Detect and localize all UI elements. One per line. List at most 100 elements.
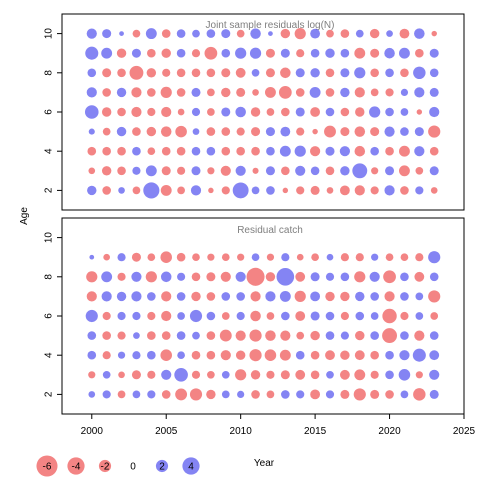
residual-bubble <box>429 350 440 361</box>
residual-bubble <box>177 166 186 175</box>
residual-bubble <box>132 29 141 38</box>
residual-bubble <box>161 369 172 380</box>
residual-bubble <box>206 127 216 136</box>
residual-bubble <box>88 128 95 135</box>
residual-bubble <box>101 107 112 117</box>
residual-bubble <box>415 371 423 379</box>
residual-bubble <box>132 166 141 175</box>
residual-bubble <box>310 330 320 341</box>
residual-bubble <box>176 292 186 301</box>
residual-bubble <box>295 88 305 97</box>
residual-bubble <box>429 87 439 97</box>
y-tick-label: 6 <box>44 313 55 319</box>
residual-bubble <box>354 87 365 98</box>
residual-bubble <box>250 370 261 380</box>
residual-bubble <box>400 311 409 321</box>
residual-bubble <box>355 291 365 302</box>
residual-bubble <box>117 311 126 321</box>
residual-bubble <box>160 271 172 283</box>
residual-bubble <box>221 312 230 320</box>
residual-bubble <box>161 146 171 156</box>
residual-bubble <box>102 390 111 399</box>
legend-label: 2 <box>159 462 165 473</box>
residual-bubble <box>177 312 185 320</box>
residual-bubble <box>400 253 409 262</box>
residual-bubble <box>132 127 141 136</box>
residual-bubble <box>415 312 424 320</box>
residual-bubble <box>160 349 172 361</box>
residual-bubble <box>88 391 96 398</box>
residual-bubble <box>191 87 201 97</box>
residual-bubble <box>251 253 260 262</box>
residual-bubble <box>294 290 306 303</box>
y-tick-label: 2 <box>44 187 55 193</box>
bubble-layer <box>84 27 441 199</box>
residual-bubble <box>86 87 97 98</box>
residual-bubble <box>251 146 260 156</box>
residual-bubble <box>206 389 216 400</box>
residual-bubble <box>295 68 305 78</box>
residual-bubble <box>221 370 230 379</box>
residual-bubble <box>414 146 425 157</box>
residual-bubble <box>204 46 218 60</box>
residual-bubble <box>206 29 216 38</box>
residual-bubble <box>279 145 291 157</box>
residual-bubble <box>340 87 350 98</box>
residual-bubble <box>131 291 142 302</box>
residual-bubble <box>326 187 334 194</box>
residual-bubble <box>384 291 395 302</box>
residual-bubble <box>88 167 96 175</box>
residual-bubble <box>310 107 321 117</box>
y-tick-label: 10 <box>44 28 55 40</box>
residual-bubble <box>116 87 127 98</box>
residual-bubble <box>162 68 171 77</box>
residual-bubble <box>413 66 426 80</box>
residual-bubble <box>429 389 439 399</box>
residual-bubble <box>265 127 275 137</box>
residual-bubble <box>339 369 350 380</box>
residual-bubble <box>428 251 441 264</box>
residual-bubble <box>385 146 394 156</box>
residual-bubble <box>236 292 245 301</box>
residual-bubble <box>354 271 366 283</box>
residual-bubble <box>85 309 98 323</box>
residual-bubble <box>340 291 350 302</box>
residual-bubble <box>385 390 394 399</box>
x-tick-label: 2025 <box>453 426 476 437</box>
residual-bubble <box>174 368 188 382</box>
residual-bubble <box>429 166 439 176</box>
residual-bubble <box>221 390 230 399</box>
residual-bubble <box>309 86 321 98</box>
residual-bubble <box>102 29 112 39</box>
residual-bubble <box>235 106 246 118</box>
residual-bubble <box>295 311 306 321</box>
residual-bubble <box>176 252 186 262</box>
y-tick-label: 8 <box>44 70 55 76</box>
residual-bubble <box>118 371 125 379</box>
residual-bubble <box>143 182 160 199</box>
residual-bubble <box>416 109 423 115</box>
residual-bubble <box>414 87 425 98</box>
residual-bubble <box>220 165 231 176</box>
residual-bubble <box>249 349 262 362</box>
residual-bubble <box>177 272 186 281</box>
residual-bubble <box>102 146 111 156</box>
residual-bubble <box>370 312 379 320</box>
legend-label: 0 <box>130 462 136 473</box>
residual-bubble <box>102 186 111 195</box>
residual-bubble <box>354 350 365 361</box>
residual-bubble <box>206 146 216 156</box>
residual-bubble <box>355 311 365 321</box>
residual-bubble <box>296 331 305 340</box>
residual-bubble <box>236 87 246 97</box>
residual-bubble <box>310 68 320 78</box>
residual-bubble <box>325 272 335 281</box>
residual-bubble <box>354 47 366 59</box>
residual-bubble <box>235 330 246 341</box>
residual-bubble <box>176 88 186 97</box>
residual-bubble <box>221 186 230 195</box>
residual-bubble <box>400 68 409 78</box>
y-axis-label: Age <box>19 207 30 225</box>
residual-bubble <box>355 107 365 117</box>
residual-bubble <box>340 29 350 38</box>
